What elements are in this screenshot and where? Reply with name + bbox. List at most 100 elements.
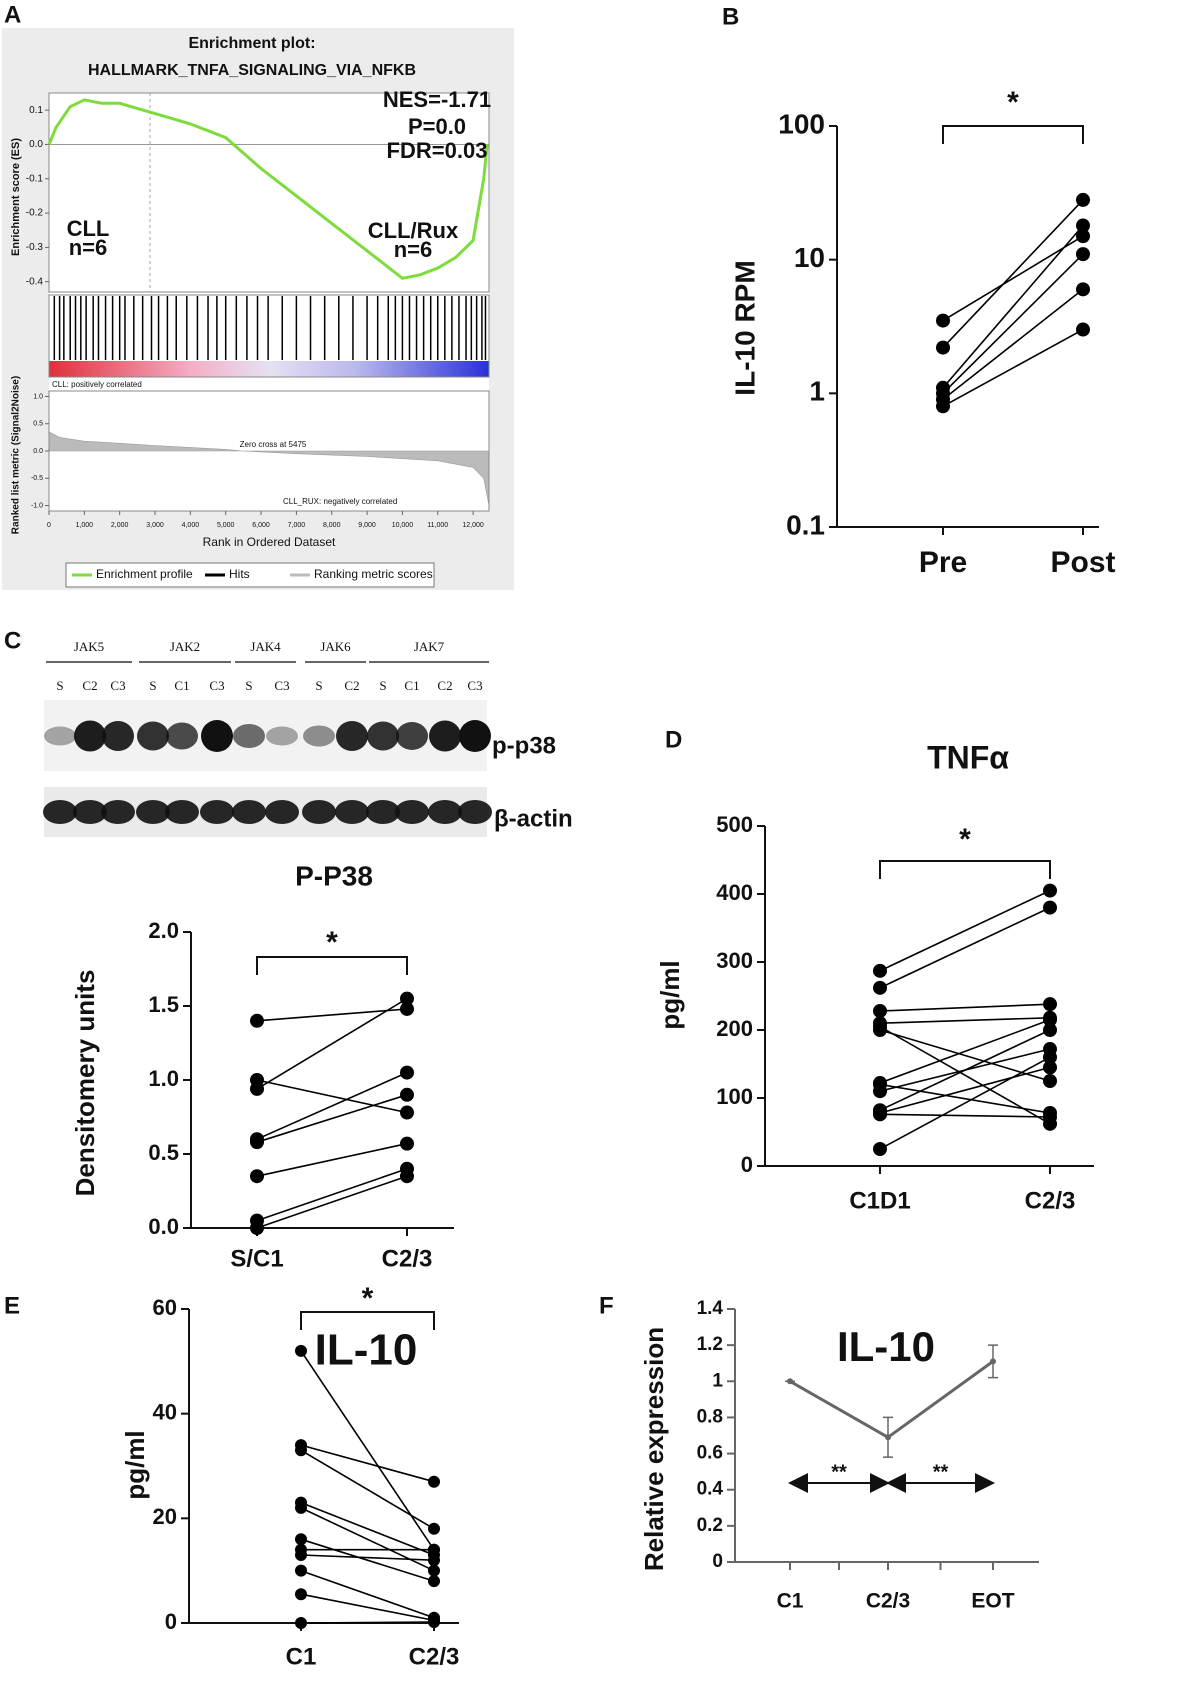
y-tick-label: -0.5 (31, 475, 43, 482)
point (787, 1378, 793, 1385)
blot-band-label: p-p38 (492, 732, 556, 759)
significance: ** (933, 1461, 949, 1483)
plot-frame (48, 92, 490, 293)
y-axis-label: Densitomery units (70, 970, 100, 1197)
dot (1043, 1012, 1057, 1027)
dot (295, 1344, 307, 1357)
panel-label: B (722, 3, 739, 30)
y-tick-label: 200 (716, 1016, 753, 1041)
y-tick-label: 10 (794, 242, 825, 273)
x-tick-label: 0 (47, 522, 51, 529)
y-tick-label: 0 (741, 1152, 753, 1177)
band-actin (232, 800, 266, 824)
dot (1043, 1060, 1057, 1075)
blot-lane-label: C2 (344, 678, 359, 693)
dot (1043, 1050, 1057, 1065)
pair-line (256, 997, 408, 1090)
dot (873, 1003, 887, 1018)
pair-line (879, 1029, 1051, 1111)
annotation: CLL/Rux (368, 218, 459, 243)
legend-box (65, 562, 435, 588)
legend-label: Enrichment profile (96, 567, 193, 581)
dot (873, 1077, 887, 1092)
x-tick-label: 12,000 (462, 522, 484, 529)
blot-group-label: JAK6 (320, 639, 351, 654)
x-tick-label: 11,000 (427, 522, 448, 529)
pair-line (256, 1079, 408, 1114)
pair-line (942, 253, 1084, 394)
band-actin (101, 800, 135, 824)
annotation: P=0.0 (408, 114, 466, 139)
y-tick-label: 1.0 (33, 393, 43, 400)
y-tick-label: 1.5 (148, 992, 179, 1017)
pair-line (879, 1003, 1051, 1012)
chart-title: P-P38 (295, 860, 373, 891)
blot-lane-label: C2 (82, 678, 97, 693)
y-axis-label: IL-10 RPM (729, 260, 760, 395)
point (990, 1358, 996, 1365)
dot (250, 1221, 264, 1235)
dot (400, 1065, 414, 1080)
y-tick-label: 400 (716, 880, 753, 905)
significance-bracket (942, 125, 1084, 144)
chart-title: TNFα (927, 739, 1009, 775)
blot-lane-label: C3 (467, 678, 482, 693)
x-tick-label: 4,000 (182, 522, 200, 529)
y-tick-label: 1.0 (148, 1066, 179, 1091)
dot (428, 1564, 440, 1577)
dot (873, 980, 887, 995)
x-tick-label: 7,000 (288, 522, 306, 529)
band-p-p38 (166, 722, 198, 750)
x-tick-label: C1 (286, 1643, 317, 1670)
band-actin (165, 800, 199, 824)
dot (1043, 997, 1057, 1012)
pair-line (256, 1142, 408, 1177)
blot-lane-label: C3 (274, 678, 289, 693)
line (789, 1360, 994, 1440)
y-tick-label: 1 (809, 376, 825, 407)
annotation: CLL_RUX: negatively correlated (283, 497, 397, 506)
rank-color-bar (49, 361, 489, 377)
y-tick-label: 0.6 (697, 1443, 723, 1464)
significance: ** (831, 1461, 847, 1483)
dot (400, 991, 414, 1006)
y-tick-label: 60 (153, 1295, 177, 1320)
band-p-p38 (74, 720, 106, 752)
y-tick-label: -0.3 (26, 242, 44, 253)
pair-line (256, 1071, 408, 1140)
band-p-p38 (396, 722, 428, 750)
y-tick-label: -0.1 (26, 173, 44, 184)
y-tick-label: 1.2 (697, 1334, 723, 1355)
dot (295, 1588, 307, 1601)
x-tick-label: 9,000 (358, 522, 376, 529)
band-p-p38 (303, 725, 335, 747)
panel-label: C (4, 627, 21, 654)
band-p-p38 (429, 720, 461, 752)
dot (873, 1107, 887, 1122)
dot (295, 1533, 307, 1546)
y-tick-label: -0.2 (26, 208, 44, 219)
pair-line (942, 224, 1084, 389)
x-tick-label: 1,000 (76, 522, 94, 529)
y-tick-label: 0 (712, 1551, 723, 1572)
pair-line (879, 906, 1051, 989)
band-p-p38 (102, 721, 134, 751)
dot (873, 963, 887, 978)
y-tick-label: 2.0 (148, 918, 179, 943)
x-tick-label: EOT (971, 1590, 1014, 1613)
dot (295, 1501, 307, 1514)
y-tick-label: 1.4 (697, 1298, 724, 1319)
dot (873, 1023, 887, 1037)
x-tick-label: C2/3 (382, 1245, 433, 1272)
blot-group-label: JAK4 (250, 639, 281, 654)
chart-title: IL-10 (837, 1323, 935, 1370)
blot-lane-label: C1 (174, 678, 189, 693)
annotation: Zero cross at 5475 (240, 440, 307, 449)
dot (250, 1081, 264, 1096)
x-tick-label: Post (1050, 546, 1115, 579)
pair-line (300, 1621, 435, 1624)
pair-line (256, 1175, 408, 1229)
annotation: CLL: positively correlated (52, 380, 142, 389)
y-tick-label: -0.4 (26, 276, 44, 287)
dot (295, 1617, 307, 1629)
